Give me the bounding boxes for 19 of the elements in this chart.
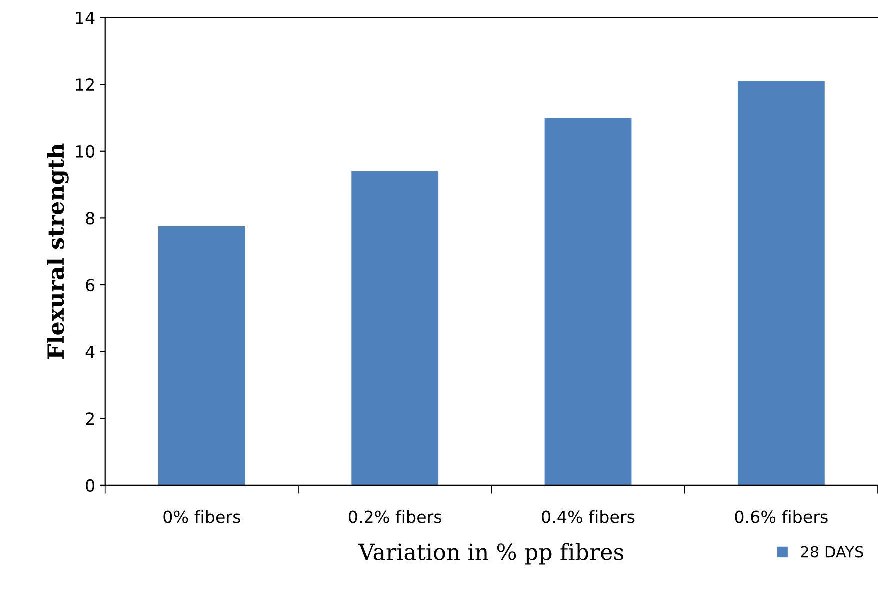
y-tick-label: 12 — [76, 78, 94, 91]
x-tick-label: 0% fibers — [164, 510, 240, 524]
x-axis-title: Variation in % pp fibres — [358, 543, 624, 565]
bar — [738, 81, 825, 486]
y-tick-label: 10 — [76, 145, 95, 158]
y-tick-label: 14 — [76, 12, 95, 24]
bar — [544, 118, 632, 486]
x-tick-label: 0.2% fibers — [348, 510, 442, 524]
y-axis-title: Flexural strength — [47, 144, 69, 359]
x-tick-label: 0.4% fibers — [542, 510, 635, 524]
y-tick-label: 2 — [86, 412, 94, 425]
y-tick-label: 4 — [86, 346, 95, 358]
bar — [158, 226, 246, 486]
x-tick-label: 0.6% fibers — [735, 510, 828, 524]
y-tick-label: 8 — [86, 212, 94, 225]
legend-label: 28 DAYS — [801, 546, 864, 558]
bar — [352, 171, 439, 486]
y-tick-label: 6 — [86, 278, 95, 292]
y-tick-label: 0 — [86, 479, 95, 492]
